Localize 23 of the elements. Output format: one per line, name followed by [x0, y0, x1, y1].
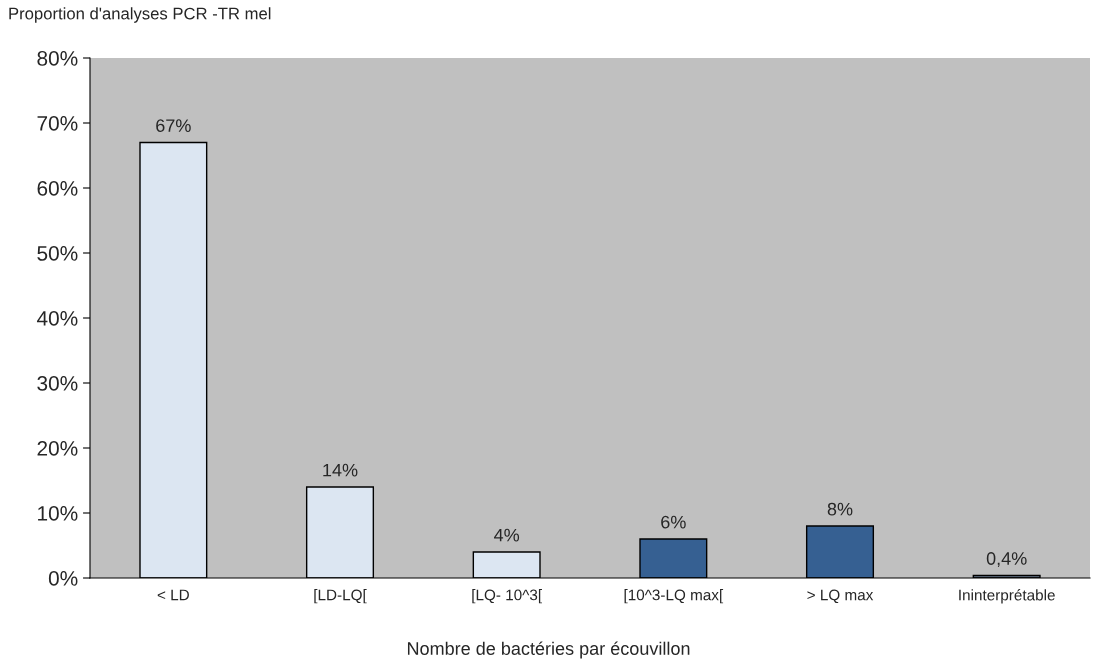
y-tick-label: 70% [37, 116, 78, 131]
y-tick-label: 50% [37, 246, 78, 261]
x-tick-label: < LD [157, 589, 189, 601]
x-tick-label: Ininterprétable [959, 589, 1055, 604]
x-tick-label: [10^3-LQ max[ [624, 589, 724, 604]
data-label: 67% [156, 119, 191, 132]
data-label: 14% [323, 463, 358, 477]
x-axis-title: Nombre de bactéries par écouvillon [407, 641, 690, 659]
y-tick-label: 80% [37, 51, 78, 66]
y-tick-label: 10% [38, 506, 78, 521]
y-tick-label: 60% [37, 181, 78, 196]
y-tick-label: 40% [36, 311, 78, 326]
data-label: 0,4% [986, 552, 1027, 568]
x-tick-label: [LD-LQ[ [314, 589, 367, 604]
x-tick-label: > LQ max [807, 589, 874, 604]
y-tick-label: 20% [37, 441, 78, 456]
y-axis-title: Proportion d'analyses PCR -TR mel [9, 7, 271, 23]
y-tick-label: 30% [37, 376, 78, 391]
data-label: 8% [827, 502, 853, 516]
y-tick-label: 0% [48, 571, 78, 586]
data-label: 4% [494, 528, 520, 542]
data-label: 6% [661, 515, 686, 529]
x-tick-label: [LQ- 10^3[ [472, 589, 542, 604]
